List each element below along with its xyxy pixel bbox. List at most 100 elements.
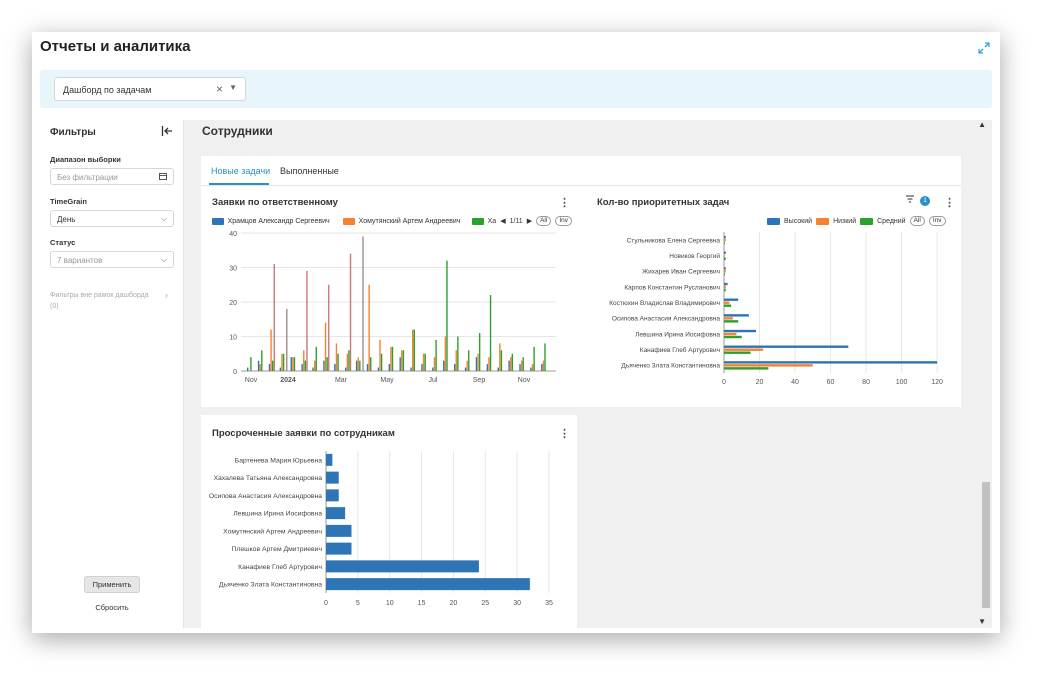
legend-pager: 1/11 [509,217,523,225]
bar [724,345,849,348]
bar [306,270,308,371]
scroll-up-icon[interactable]: ▲ [978,120,986,129]
y-tick-label: Осипова Анастасия Александровна [612,316,721,323]
scrollbar[interactable] [982,482,990,608]
bar [315,346,317,371]
legend-label[interactable]: Хомутянский Артем Андреевич [358,217,461,225]
bar [446,260,448,371]
bar [411,329,414,371]
chevron-down-icon[interactable]: ▼ [229,83,237,92]
bar [724,270,726,273]
bar [544,343,546,371]
bar [324,322,327,371]
chart1-plot: 0 10 20 30 40 Nov 2024 Mar May Jul Sep Nov [229,231,556,384]
x-tick-label: May [380,377,394,384]
bar [313,360,316,371]
bar [250,357,252,371]
y-tick-label: Новиков Георгий [669,252,720,260]
status-value: 7 вариантов [57,256,103,265]
bar [348,350,350,371]
bar [453,364,456,371]
timegrain-label: TimeGrain [50,197,87,206]
y-tick-label: Канафиев Глеб Артурович [640,346,720,354]
scroll-down-icon[interactable]: ▼ [978,617,986,626]
expand-icon[interactable] [978,42,990,54]
outside-filters[interactable]: Фильтры вне рамок дашборда (0) [50,290,160,312]
bar [247,367,249,371]
collapse-icon[interactable] [161,125,173,140]
tab-divider [201,185,961,186]
filter-icon[interactable] [905,194,915,206]
legend-all-button[interactable]: All [909,216,925,226]
bar [388,364,391,371]
legend-swatch[interactable] [472,217,484,225]
tab-completed[interactable]: Выполненные [280,166,339,176]
x-tick-label: 120 [931,379,943,386]
range-input[interactable]: Без фильтрации [50,168,174,185]
status-select[interactable]: 7 вариантов ⌵ [50,251,174,268]
y-tick-label: 30 [229,266,237,273]
reset-button[interactable]: Сбросить [95,603,129,612]
kebab-menu-icon[interactable]: ⋮ [559,197,570,209]
y-tick-label: Плешков Артем Дмитриевич [232,546,323,553]
kebab-menu-icon[interactable]: ⋮ [559,428,570,440]
x-tick-label: 0 [722,379,726,386]
bar [334,364,336,371]
bar [724,298,739,301]
y-tick-label: 10 [229,335,237,342]
y-tick-label: 20 [229,300,237,307]
legend-all-button[interactable]: All [536,216,552,226]
y-tick-label: Левшина Ирина Иосифовна [233,511,322,518]
x-tick-label: 0 [324,600,328,607]
bar [346,353,349,371]
bar [323,360,325,371]
bar [257,360,260,371]
calendar-icon[interactable] [159,172,167,182]
timegrain-select[interactable]: День ⌵ [50,210,174,227]
bar [724,257,726,260]
y-tick-label: Хахалева Татьяна Александровна [213,475,322,482]
tab-new-tasks[interactable]: Новые задачи [211,166,271,176]
legend-swatch[interactable] [212,217,224,225]
legend-swatch[interactable] [860,217,874,225]
bar [724,235,726,239]
x-tick-label: 60 [827,379,835,386]
bar [281,353,283,371]
prev-page-icon[interactable]: ◀ [500,218,506,225]
apply-button[interactable]: Применить [84,576,140,593]
legend-label[interactable]: Низкий [833,217,857,225]
bar [286,308,288,371]
legend-label[interactable]: Средний [877,217,906,225]
bar [304,360,307,371]
bar [455,350,457,371]
kebab-menu-icon[interactable]: ⋮ [944,197,955,209]
bar [335,343,338,371]
y-tick-label: Жихарев Иван Сергеевич [642,269,720,276]
bar [499,343,501,371]
legend-label[interactable]: Высокий [784,217,813,225]
next-page-icon[interactable]: ▶ [526,218,533,225]
bar [468,350,470,371]
clear-icon[interactable]: × [215,82,223,96]
legend-label[interactable]: Храмцов Александр Сергеевич [227,217,330,225]
x-tick-label: 2024 [280,377,296,384]
bar [303,350,305,371]
legend-swatch[interactable] [767,217,780,225]
bar [478,333,481,371]
bar [724,364,813,367]
x-tick-label: Nov [245,377,258,384]
legend-label[interactable]: Ха [487,217,497,225]
legend-swatch[interactable] [816,217,830,225]
legend-inv-button[interactable]: Inv [928,216,946,226]
bar [282,353,285,371]
bar [457,336,459,371]
legend-swatch[interactable] [343,217,355,225]
bar [724,288,726,292]
dashboard-select[interactable]: Дашборд по задачам × ▼ [54,77,246,101]
bar [399,357,401,371]
chevron-right-icon[interactable]: › [165,290,168,300]
bar [724,304,732,307]
x-tick-label: 100 [896,379,908,386]
bar [724,320,739,323]
legend-inv-button[interactable]: Inv [555,216,572,226]
